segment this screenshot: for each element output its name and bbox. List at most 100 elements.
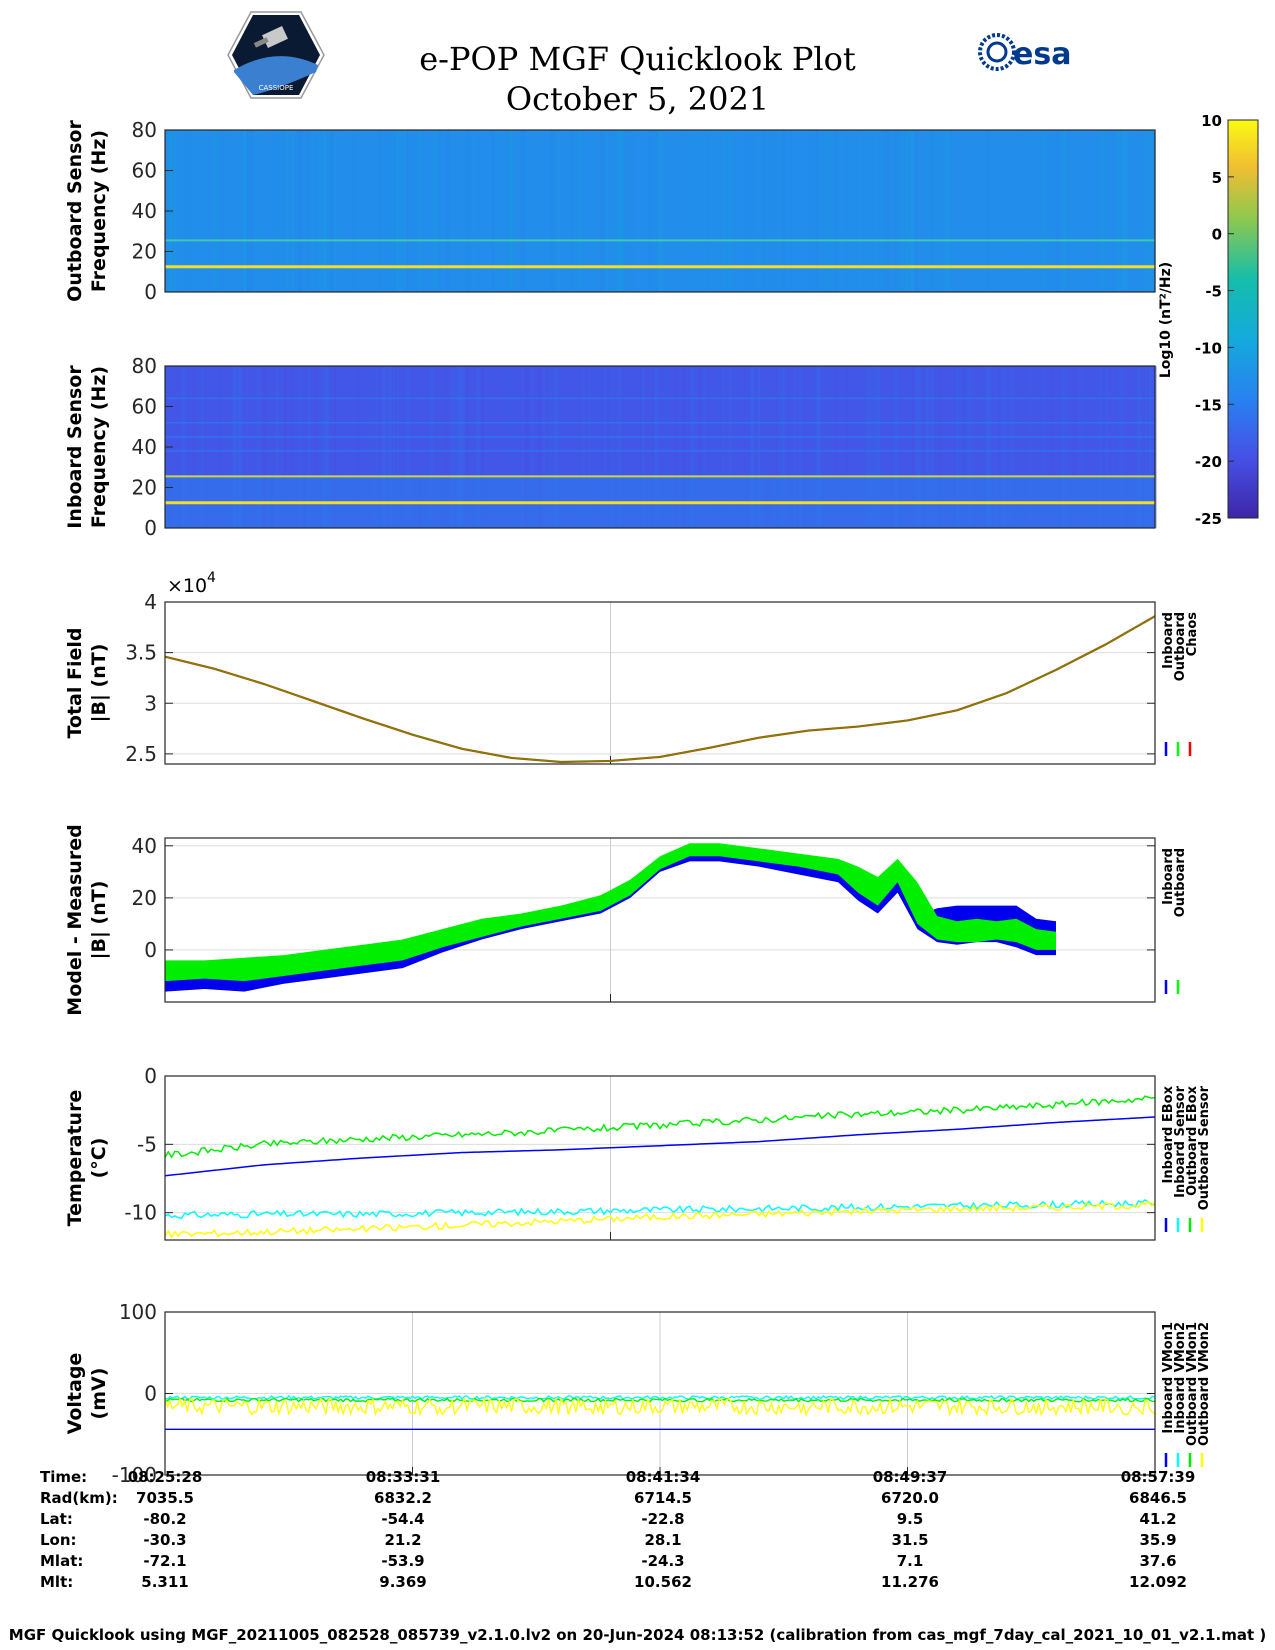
outboard-spectrogram-texture [908,130,912,292]
inboard-spectrogram-texture [964,366,970,528]
outboard-spectrogram-texture [550,130,555,292]
outboard-spectrogram-texture [885,130,890,292]
voltage-ytick-label: 100 [119,1300,157,1324]
inboard-spectrogram-texture [356,366,361,528]
inboard-spectrogram-texture [405,366,411,528]
colorbar-tick-label: -20 [1195,453,1222,471]
outboard-spectrogram-ytick-label: 0 [144,280,157,304]
ephemeris-value: 9.369 [379,1573,427,1591]
inboard-spectrogram-texture [815,366,820,528]
outboard-spectrogram-texture [828,130,834,292]
colorbar-tick-label: 5 [1212,169,1222,187]
temperature-legend-label: Inboard Sensor [1173,1085,1188,1197]
outboard-spectrogram-ylabel: Outboard Sensor Frequency (Hz) [64,120,110,302]
epop-logo: CASSIOPE [227,11,325,99]
temperature-frame [164,1075,1156,1241]
inboard-spectrogram-texture [718,366,723,528]
outboard-spectrogram-texture [506,130,511,292]
total-field-ylabel-line1: Total Field [64,627,86,738]
inboard-spectrogram-texture [358,366,364,528]
outboard-spectrogram-texture [282,130,287,292]
inboard-spectrogram-texture [699,366,702,528]
outboard-spectrogram-texture [723,130,728,292]
ephemeris-value: 08:33:31 [365,1468,441,1486]
inboard-spectrogram-texture [201,366,206,528]
outboard-spectrogram-texture [438,130,442,292]
outboard-spectrogram-texture [492,130,495,292]
inboard-spectrogram-texture [665,366,669,528]
inboard-spectrogram-texture [757,366,761,528]
outboard-spectrogram-texture [385,130,389,292]
outboard-spectrogram-texture [188,130,192,292]
inboard-spectrogram-texture [766,366,770,528]
outboard-spectrogram-texture [789,130,793,292]
colorbar [1227,119,1259,519]
outboard-spectrogram-texture [181,130,185,292]
inboard-spectrogram-texture [509,366,514,528]
inboard-spectrogram-texture [619,366,624,528]
total-field-axes [164,601,1156,765]
outboard-spectrogram-texture [600,130,606,292]
inboard-spectrogram-texture [463,366,467,528]
outboard-spectrogram-texture [896,130,902,292]
inboard-spectrogram-texture [1000,366,1004,528]
inboard-spectrogram-texture [892,366,897,528]
outboard-spectrogram-texture [254,130,258,292]
inboard-spectrogram-texture [303,366,306,528]
outboard-spectrogram-texture [782,130,786,292]
voltage-frame [164,1311,1156,1476]
outboard-spectrogram-texture [397,130,401,292]
outboard-spectrogram-texture [391,130,395,292]
temperature-series-1 [164,1198,1156,1220]
inboard-spectrogram-texture [308,366,311,528]
outboard-spectrogram-texture [1061,130,1067,292]
outboard-spectrogram-texture [287,130,293,292]
ephemeris-label: Lon: [40,1531,77,1549]
outboard-spectrogram-texture [987,130,990,292]
inboard-spectrogram-texture [582,366,586,528]
inboard-spectrogram-texture [962,366,967,528]
inboard-spectrogram-texture [456,366,462,528]
inboard-spectrogram-texture [1010,366,1014,528]
ephemeris-value: 08:25:28 [127,1468,203,1486]
outboard-spectrogram-ytick-label: 60 [132,159,157,183]
outboard-spectrogram-ytick-label: 40 [132,199,157,223]
inboard-spectrogram-texture [984,366,990,528]
inboard-spectrogram-texture [232,366,236,528]
outboard-spectrogram-texture [193,130,197,292]
outboard-spectrogram-texture [399,130,402,292]
outboard-spectrogram-texture [1025,130,1028,292]
total-field-legend-label: Outboard [1173,612,1188,681]
inboard-spectrogram-texture [982,366,986,528]
outboard-spectrogram-texture [719,130,723,292]
outboard-spectrogram-texture [272,130,277,292]
outboard-spectrogram-ytick-label: 80 [132,118,157,142]
inboard-spectrogram-ytick-label: 20 [132,476,157,500]
inboard-spectrogram-texture [750,366,756,528]
outboard-spectrogram-texture [930,130,934,292]
outboard-spectrogram-texture [818,130,822,292]
inboard-spectrogram-texture [675,366,678,528]
outboard-spectrogram-texture [761,130,767,292]
inboard-spectrogram-ytick-label: 0 [144,516,157,540]
inboard-spectrogram-texture [1011,366,1015,528]
ephemeris-value: -72.1 [143,1552,187,1570]
inboard-spectrogram-texture [690,366,695,528]
model-minus-measured-legend-label: Inboard [1161,848,1176,905]
outboard-spectrogram-texture [729,130,732,292]
outboard-spectrogram-texture [1140,130,1144,292]
inboard-spectrogram-texture [393,366,397,528]
outboard-spectrogram-texture [276,130,279,292]
ephemeris-value: -24.3 [641,1552,685,1570]
outboard-spectrogram-texture [317,130,322,292]
outboard-spectrogram-texture [1020,130,1023,292]
inboard-spectrogram-texture [477,366,480,528]
inboard-spectrogram-texture [865,366,870,528]
outboard-spectrogram-texture [182,130,186,292]
ephemeris-value: -54.4 [381,1510,425,1528]
ephemeris-value: 08:41:34 [625,1468,701,1486]
outboard-spectrogram-texture [986,130,990,292]
outboard-spectrogram-texture [618,130,624,292]
inboard-spectrogram-ylabel-line1: Inboard Sensor [64,365,86,529]
inboard-spectrogram-texture [611,366,614,528]
